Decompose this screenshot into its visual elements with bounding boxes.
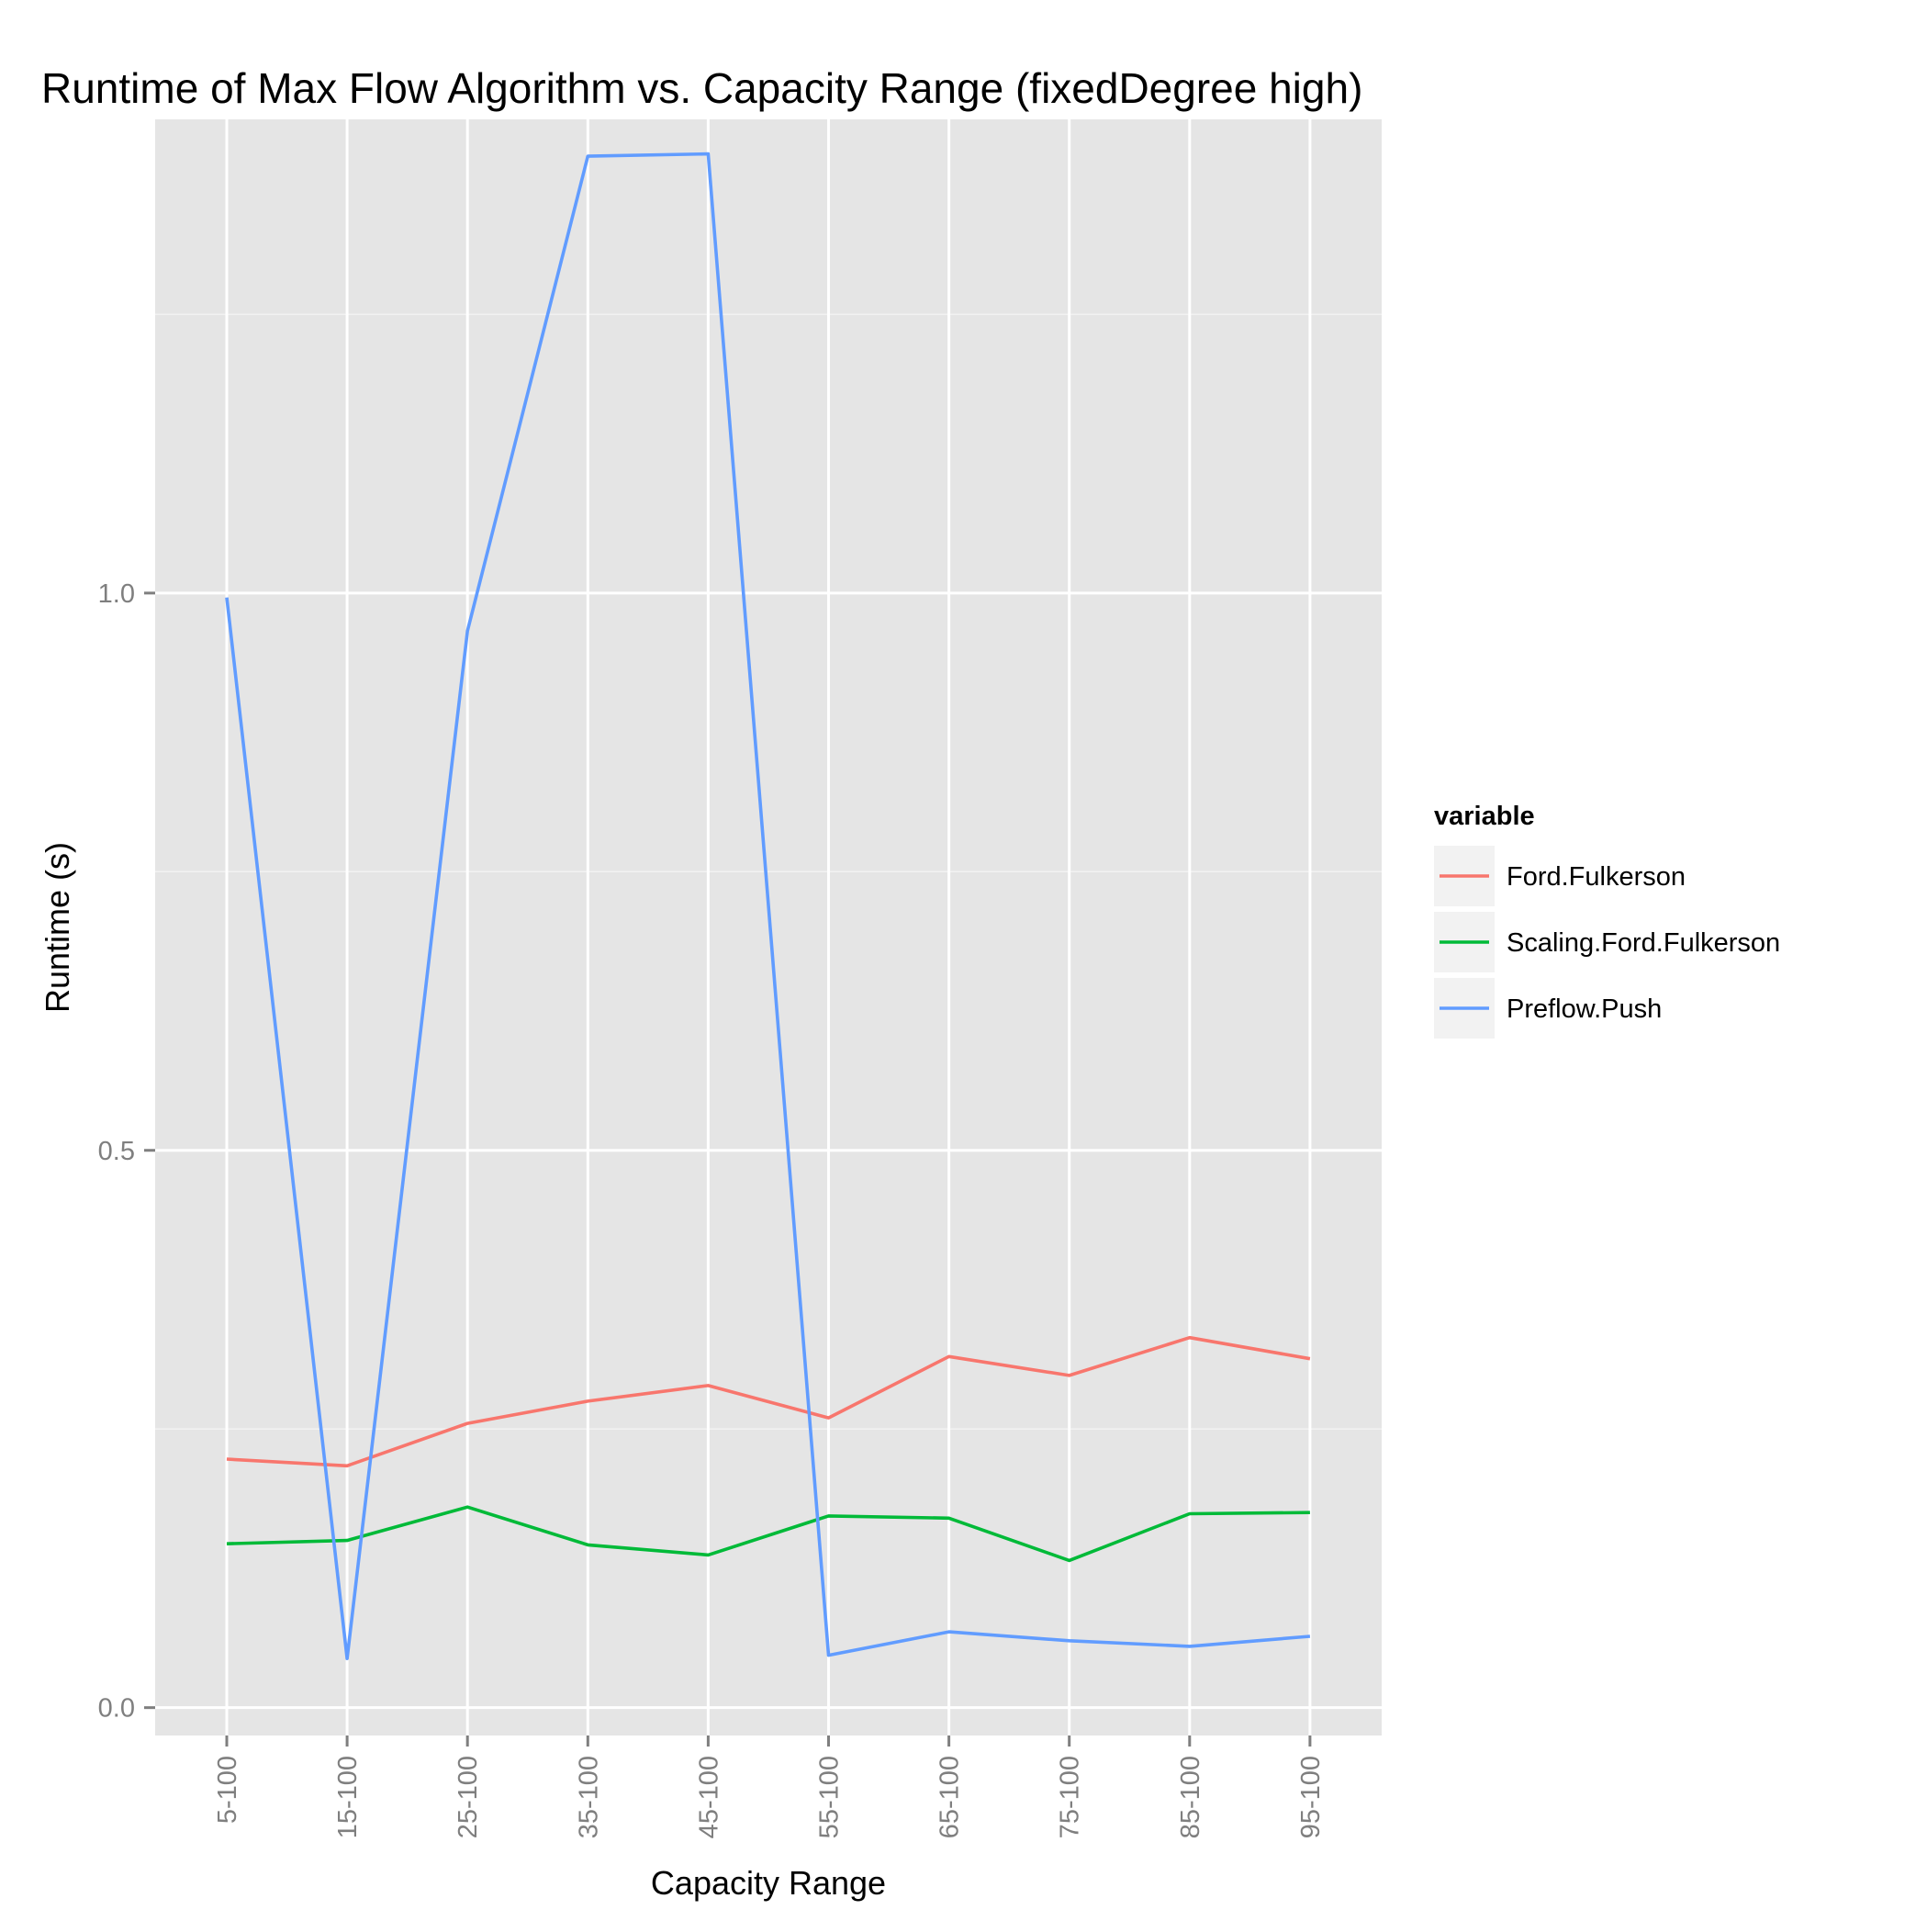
legend-label: Preflow.Push [1507,994,1662,1024]
legend-title: variable [1434,802,1535,831]
y-tick-label: 1.0 [98,579,135,609]
legend-label: Scaling.Ford.Fulkerson [1507,928,1780,958]
x-axis-label: Capacity Range [651,1864,886,1902]
series-line-preflow-push [225,152,1311,1660]
chart-title: Runtime of Max Flow Algorithm vs. Capaci… [41,64,1362,112]
series-lines [225,152,1311,1660]
plot-panel [155,119,1382,1735]
y-tick-label: 0.0 [98,1694,135,1724]
x-axis: 5-100 15-100 25-100 35-100 45-100 55-100 65-10… [213,1735,1326,1838]
x-tick-label: 95-100 [1296,1756,1326,1838]
y-axis-label: Runtime (s) [39,842,76,1013]
legend: variable Ford.Fulkerson Scaling.Ford.Fulk… [1432,802,1780,1040]
x-tick-label: 45-100 [694,1756,723,1838]
x-tick-label: 25-100 [454,1756,483,1838]
legend-label: Ford.Fulkerson [1507,862,1686,892]
x-tick-label: 65-100 [935,1756,965,1838]
series-line-scaling-ford-fulkerson [226,1505,1310,1563]
series-line-ford-fulkerson [226,1335,1311,1468]
major-gridlines [155,119,1382,1735]
x-tick-label: 35-100 [574,1756,603,1838]
x-tick-label: 5-100 [213,1756,242,1824]
x-tick-label: 55-100 [815,1756,845,1838]
x-tick-label: 75-100 [1056,1756,1085,1838]
x-tick-label: 85-100 [1176,1756,1205,1838]
x-tick-label: 15-100 [333,1756,363,1838]
y-axis: 0.0 0.5 1.0 [98,579,155,1724]
minor-gridlines [155,313,1382,1430]
y-tick-label: 0.5 [98,1137,135,1166]
